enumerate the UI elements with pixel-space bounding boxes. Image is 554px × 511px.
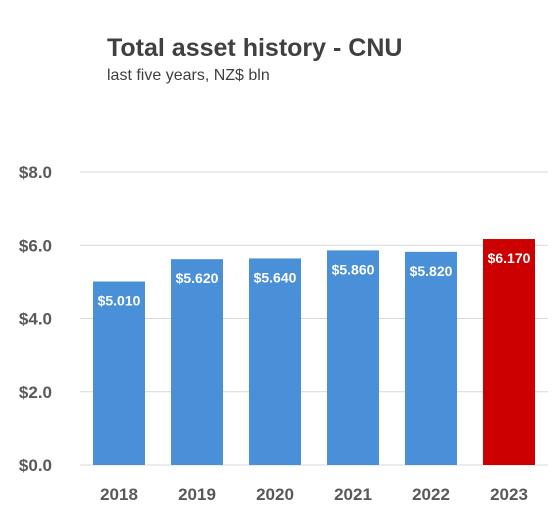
data-label-2020: $5.640 (254, 269, 297, 285)
bar-2021 (327, 250, 379, 465)
x-axis-tick-labels: 2018 2019 2020 2021 2022 2023 (100, 485, 528, 504)
x-tick-label: 2023 (490, 485, 528, 504)
data-label-2018: $5.010 (98, 293, 141, 309)
gridlines (80, 171, 548, 466)
y-tick-label: $6.0 (19, 236, 52, 255)
bar-2018 (93, 281, 145, 465)
y-axis-tick-labels: $0.0 $2.0 $4.0 $6.0 $8.0 (19, 163, 52, 475)
chart-title: Total asset history - CNU (107, 34, 403, 62)
data-label-2023: $6.170 (488, 250, 531, 266)
chart-subtitle: last five years, NZ$ bln (107, 67, 270, 84)
data-label-2021: $5.860 (332, 261, 375, 277)
bar-2019 (171, 259, 223, 465)
data-label-2019: $5.620 (176, 270, 219, 286)
x-tick-label: 2021 (334, 485, 372, 504)
x-tick-label: 2020 (256, 485, 294, 504)
bar-2023 (483, 239, 535, 465)
bar-2020 (249, 258, 301, 465)
x-tick-label: 2019 (178, 485, 216, 504)
bars (93, 239, 535, 465)
data-label-2022: $5.820 (410, 263, 453, 279)
data-labels: $5.010 $5.620 $5.640 $5.860 $5.820 $6.170 (98, 250, 531, 308)
bar-2022 (405, 251, 457, 465)
y-tick-label: $8.0 (19, 163, 52, 182)
y-tick-label: $0.0 (19, 456, 52, 475)
y-tick-label: $4.0 (19, 310, 52, 329)
x-tick-label: 2022 (412, 485, 450, 504)
y-tick-label: $2.0 (19, 383, 52, 402)
x-tick-label: 2018 (100, 485, 138, 504)
